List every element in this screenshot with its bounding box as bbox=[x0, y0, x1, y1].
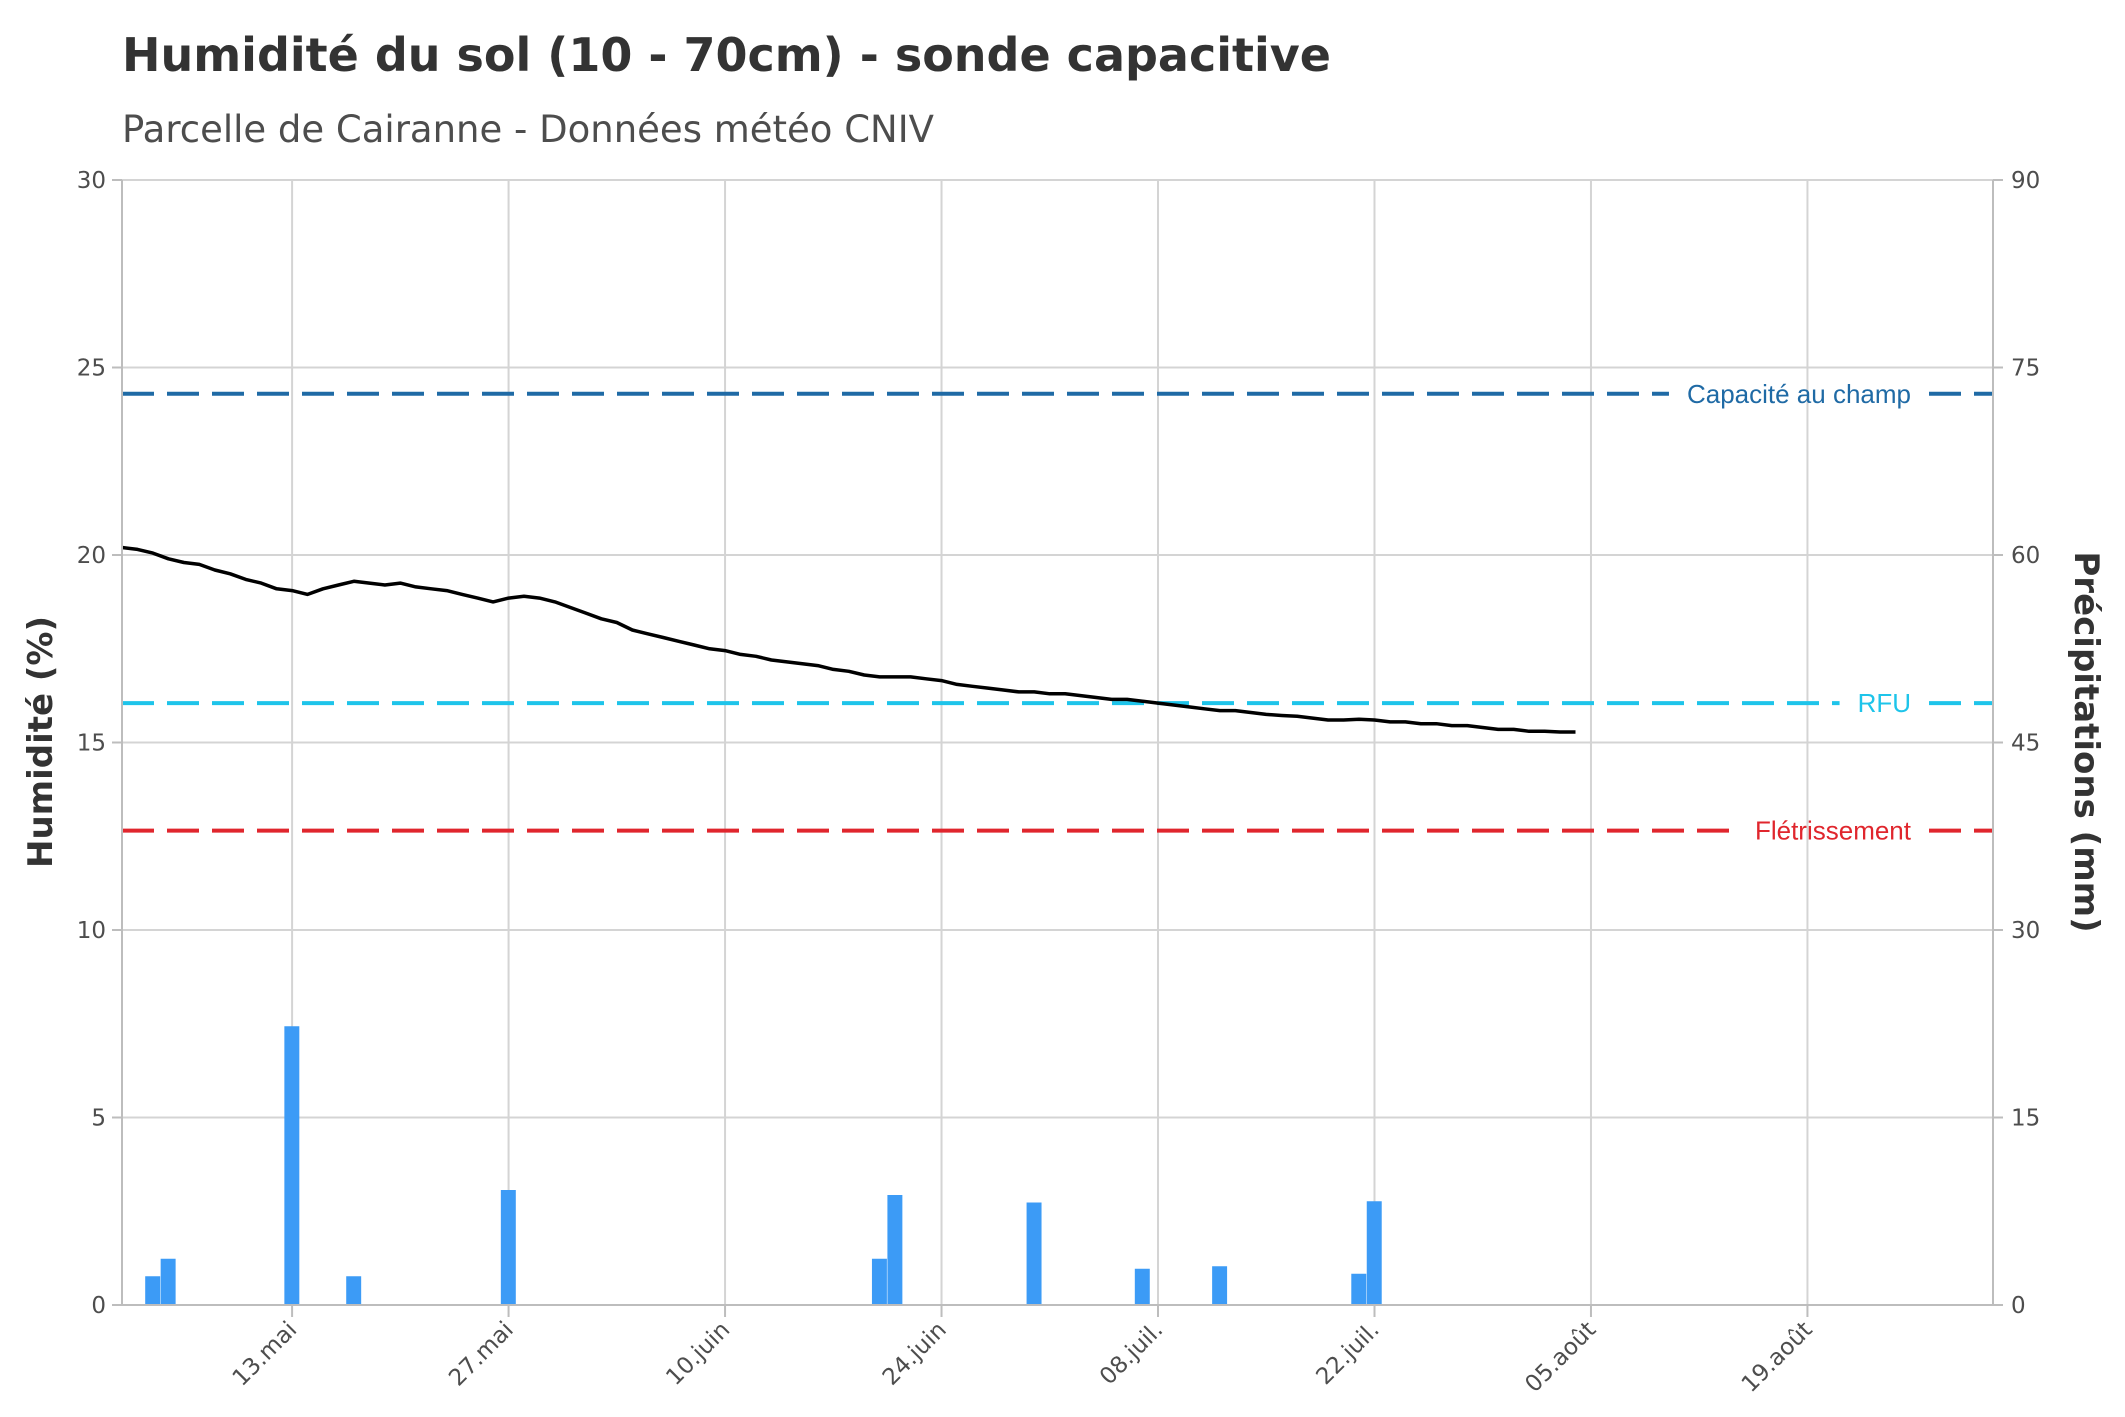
y-left-tick-label: 0 bbox=[91, 1293, 106, 1319]
reference-label: RFU bbox=[1858, 688, 1911, 718]
y-axis-left-label: Humidité (%) bbox=[21, 616, 61, 868]
precipitation-bar bbox=[871, 1258, 887, 1305]
precipitation-bar bbox=[145, 1276, 161, 1305]
y-left-tick-label: 15 bbox=[77, 731, 106, 757]
x-tick-label: 27.mai bbox=[444, 1317, 519, 1392]
precipitation-bar bbox=[1366, 1201, 1382, 1305]
precipitation-bar bbox=[500, 1190, 516, 1305]
reference-line: RFU bbox=[122, 688, 1993, 718]
axes: 0 0 5 15 10 30 15 45 20 60 25 75 30 90 13.mai 27.mai 10.… bbox=[77, 168, 2041, 1398]
y-right-tick-label: 90 bbox=[2011, 168, 2040, 194]
reference-lines: Capacité au champ RFU Flétrissement bbox=[122, 379, 1993, 846]
x-tick-label: 13.mai bbox=[228, 1317, 303, 1392]
x-tick-label: 10.juin bbox=[661, 1317, 735, 1391]
precipitation-bar bbox=[346, 1276, 362, 1305]
y-right-tick-label: 0 bbox=[2011, 1293, 2026, 1319]
y-left-tick-label: 25 bbox=[77, 356, 106, 382]
reference-label: Capacité au champ bbox=[1687, 379, 1911, 409]
grid-lines bbox=[122, 179, 1993, 1306]
precipitation-bar bbox=[284, 1026, 300, 1305]
y-right-tick-label: 45 bbox=[2011, 731, 2040, 757]
y-right-tick-label: 75 bbox=[2011, 356, 2040, 382]
y-left-tick-label: 30 bbox=[77, 168, 106, 194]
reference-line: Capacité au champ bbox=[122, 379, 1993, 409]
chart-title: Humidité du sol (10 - 70cm) - sonde capa… bbox=[122, 28, 1331, 82]
precipitation-bar bbox=[160, 1258, 176, 1305]
y-right-tick-label: 15 bbox=[2011, 1106, 2040, 1132]
precipitation-bar bbox=[1212, 1266, 1228, 1305]
chart-subtitle: Parcelle de Cairanne - Données météo CNI… bbox=[122, 108, 934, 151]
reference-label: Flétrissement bbox=[1755, 816, 1912, 846]
x-tick-label: 19.août bbox=[1737, 1317, 1818, 1398]
x-tick-label: 05.août bbox=[1520, 1317, 1601, 1398]
x-tick-label: 08.juil. bbox=[1095, 1317, 1168, 1390]
precipitation-bar bbox=[1351, 1273, 1367, 1305]
y-left-tick-label: 10 bbox=[77, 918, 106, 944]
x-tick-label: 24.juin bbox=[878, 1317, 952, 1391]
humidity-series-line bbox=[121, 545, 1576, 734]
precipitation-bar bbox=[1026, 1202, 1042, 1305]
precipitation-bar bbox=[887, 1195, 903, 1305]
y-axis-right-label: Précipitations (mm) bbox=[2066, 551, 2106, 932]
x-tick-label: 22.juil. bbox=[1311, 1317, 1384, 1390]
precipitation-bars bbox=[145, 1026, 1382, 1305]
precipitation-bar bbox=[1134, 1268, 1150, 1305]
y-right-tick-label: 60 bbox=[2011, 543, 2040, 569]
y-left-tick-label: 20 bbox=[77, 543, 106, 569]
y-right-tick-label: 30 bbox=[2011, 918, 2040, 944]
reference-line: Flétrissement bbox=[122, 816, 1993, 846]
y-left-tick-label: 5 bbox=[91, 1106, 106, 1132]
